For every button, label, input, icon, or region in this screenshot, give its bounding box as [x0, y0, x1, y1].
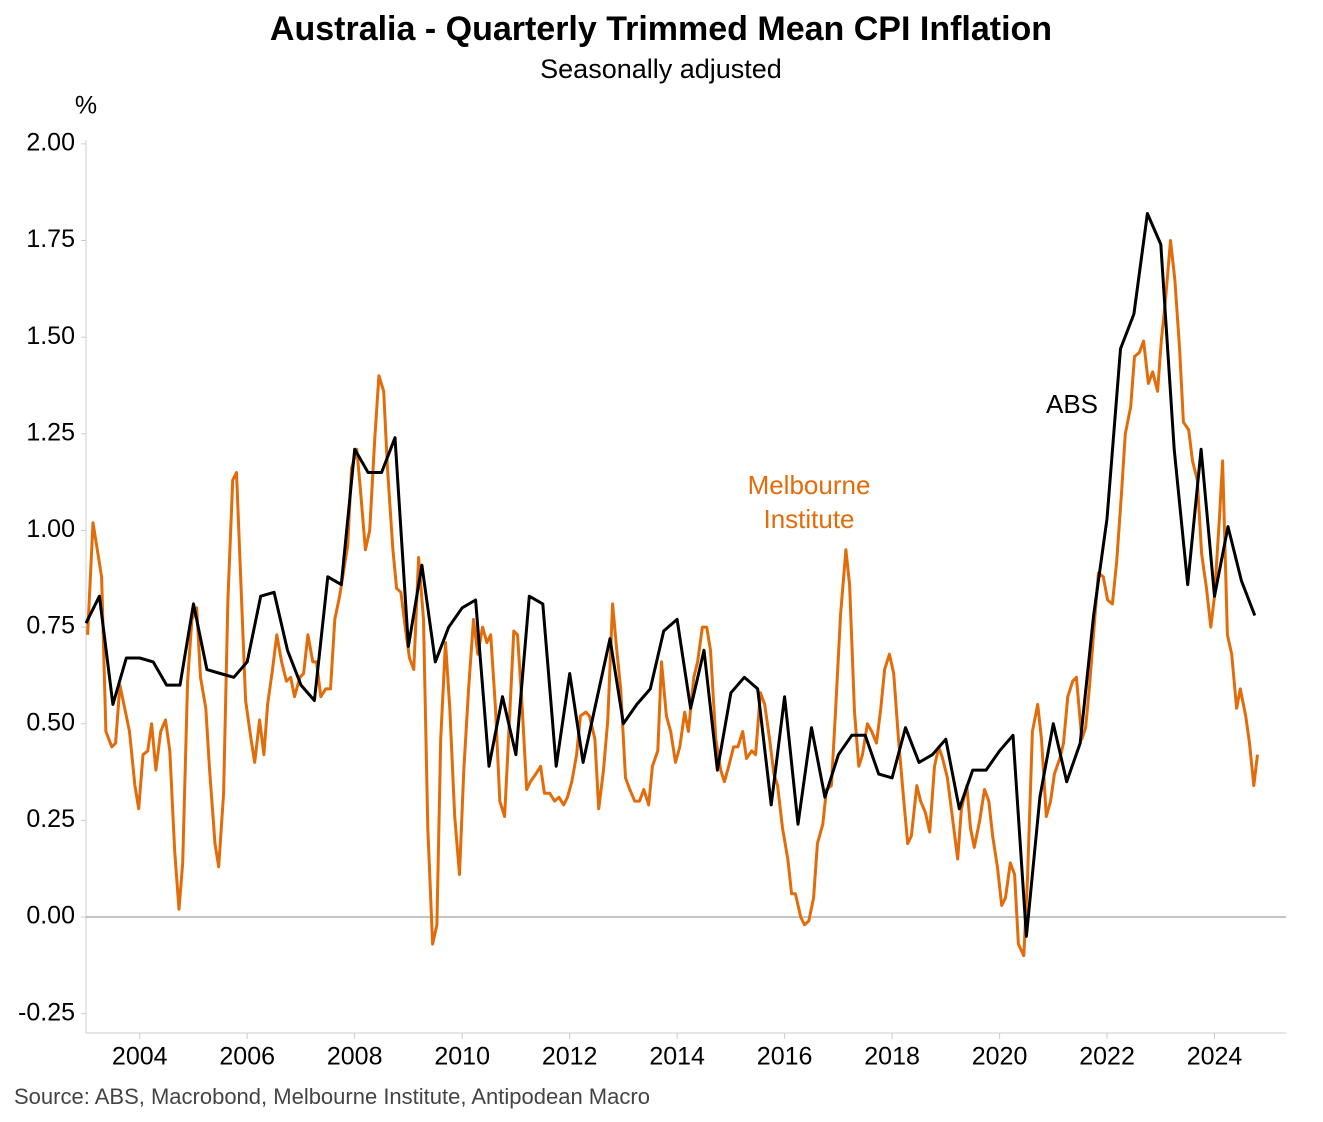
chart-subtitle: Seasonally adjusted	[540, 54, 782, 84]
x-tick-label: 2014	[649, 1043, 705, 1071]
y-tick-label: 0.75	[26, 612, 75, 640]
y-tick-label: 0.50	[26, 708, 75, 736]
y-tick-label: 1.00	[26, 515, 75, 543]
y-tick-label: 0.25	[26, 805, 75, 833]
x-tick-label: 2008	[327, 1043, 383, 1071]
y-tick-label: 0.00	[26, 902, 75, 930]
x-tick-label: 2018	[864, 1043, 920, 1071]
y-axis-label: %	[75, 92, 97, 120]
y-tick-label: -0.25	[18, 998, 75, 1026]
series-line	[84, 212, 1257, 938]
y-tick-label: 1.50	[26, 322, 75, 350]
series-label: ABS	[1045, 389, 1099, 419]
y-tick-label: 1.75	[26, 225, 75, 253]
x-tick-label: 2022	[1079, 1043, 1135, 1071]
y-tick-label: 2.00	[26, 128, 75, 156]
x-tick-label: 2004	[112, 1043, 168, 1071]
x-tick-label: 2020	[972, 1043, 1028, 1071]
x-tick-label: 2006	[219, 1043, 275, 1071]
x-tick-label: 2024	[1187, 1043, 1243, 1071]
x-tick-label: 2012	[542, 1043, 598, 1071]
x-tick-label: 2016	[757, 1043, 813, 1071]
x-tick-label: 2010	[434, 1043, 490, 1071]
source-note: Source: ABS, Macrobond, Melbourne Instit…	[14, 1084, 650, 1109]
series-line	[86, 239, 1259, 958]
y-tick-label: 1.25	[26, 418, 75, 446]
series-label: Melbourne Institute	[747, 470, 871, 534]
chart-title: Australia - Quarterly Trimmed Mean CPI I…	[270, 10, 1052, 48]
